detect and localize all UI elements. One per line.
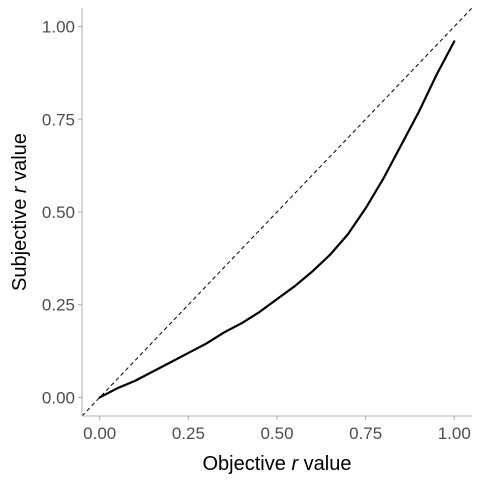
y-axis-ticks: 0.00 0.25 0.50 0.75 1.00 (42, 18, 82, 407)
y-tick-label: 0.00 (42, 388, 75, 407)
y-tick-label: 1.00 (42, 18, 75, 37)
y-axis-title: Subjective r value (9, 133, 31, 291)
x-tick-label: 0.00 (83, 424, 116, 443)
reference-line (81, 7, 473, 417)
series-line-1 (98, 40, 456, 399)
plot-marks (81, 7, 473, 417)
x-tick-label: 1.00 (438, 424, 471, 443)
y-tick-label: 0.50 (42, 203, 75, 222)
y-tick-label: 0.25 (42, 296, 75, 315)
y-tick-label: 0.75 (42, 110, 75, 129)
x-tick-label: 0.25 (172, 424, 205, 443)
x-tick-label: 0.75 (349, 424, 382, 443)
x-axis-title: Objective r value (203, 453, 352, 475)
x-axis-ticks: 0.00 0.25 0.50 0.75 1.00 (83, 416, 471, 443)
x-tick-label: 0.50 (260, 424, 293, 443)
